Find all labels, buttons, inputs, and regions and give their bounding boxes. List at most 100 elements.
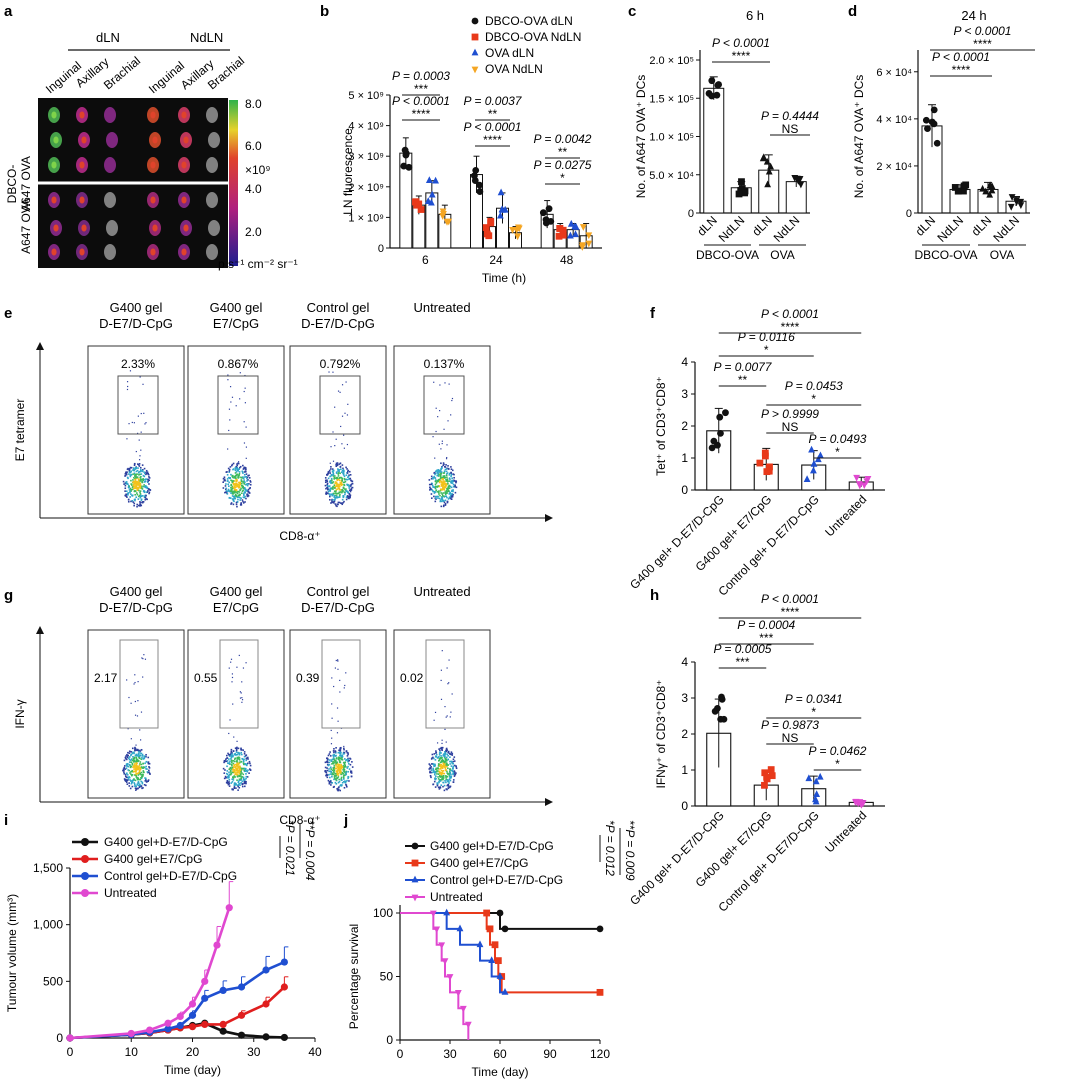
censor-marker <box>596 925 604 933</box>
flow-event-sparse <box>341 415 344 417</box>
flow-event <box>450 773 452 776</box>
flow-event-sparse <box>432 436 434 438</box>
flow-event <box>236 753 239 756</box>
flow-event <box>331 493 334 496</box>
y-axis-label: LN fluorescence <box>341 128 355 215</box>
flow-event <box>149 489 152 491</box>
flow-event <box>346 758 349 761</box>
y-tick-label: 4 × 10⁹ <box>348 121 384 133</box>
flow-event <box>125 481 127 484</box>
group-label: DBCO-OVA <box>696 248 759 262</box>
flow-event <box>133 469 135 471</box>
sig-3-4-stars: NS <box>782 420 799 434</box>
data-point <box>567 231 574 239</box>
flow-event <box>340 758 343 761</box>
flow-event <box>433 763 435 766</box>
flow-event <box>143 467 146 470</box>
flow-event <box>437 776 439 778</box>
flow-event <box>140 776 142 779</box>
flow-event <box>245 767 247 770</box>
flow-event <box>428 763 431 765</box>
flow-event <box>337 770 339 772</box>
flow-event <box>234 776 236 778</box>
flow-event <box>435 771 438 773</box>
flow-event <box>332 475 335 477</box>
panel-label-f: f <box>650 305 656 322</box>
flow-event <box>140 498 143 501</box>
flow-event <box>334 503 337 505</box>
flow-event <box>332 756 335 758</box>
flow-event <box>135 483 138 486</box>
flow-event-sparse <box>328 371 330 373</box>
flow-event-sparse <box>243 442 246 444</box>
data-point <box>556 225 564 232</box>
flow-event <box>326 761 329 764</box>
flow-event <box>338 495 341 497</box>
bar <box>703 87 725 214</box>
flow-event <box>443 476 445 479</box>
flow-event <box>136 760 139 763</box>
flow-event <box>237 747 240 750</box>
flow-event <box>445 483 448 485</box>
flow-event-sparse <box>239 697 242 699</box>
flow-event <box>141 464 144 466</box>
flow-event <box>233 775 235 777</box>
flow-event <box>455 765 457 767</box>
flow-event <box>330 784 332 786</box>
flow-event <box>326 484 329 486</box>
flow-event <box>135 766 138 769</box>
flow-event-sparse <box>440 679 442 682</box>
flow-event-sparse <box>337 659 339 661</box>
flow-event <box>338 756 341 759</box>
flow-event <box>343 770 345 773</box>
y-axis-label: Tet⁺ of CD3⁺CD8⁺ <box>654 376 668 476</box>
flow-event <box>334 498 336 500</box>
flow-event <box>430 776 432 779</box>
flow-event <box>249 762 251 765</box>
flow-event <box>141 501 144 504</box>
flow-event-sparse <box>230 401 232 403</box>
censor-marker <box>496 972 504 979</box>
flow-event <box>245 780 247 783</box>
flow-event <box>137 767 140 769</box>
flow-event <box>334 767 337 770</box>
flow-event-sparse <box>138 459 141 461</box>
flow-event <box>130 466 133 469</box>
data-point <box>741 189 749 197</box>
flow-event <box>348 759 351 762</box>
flow-event <box>346 755 349 757</box>
flow-event <box>131 759 134 762</box>
flow-event <box>438 757 441 760</box>
flow-event <box>136 492 138 494</box>
flow-event <box>439 749 441 752</box>
flow-event <box>347 770 349 773</box>
flow-event <box>136 481 139 483</box>
censor-marker <box>496 909 504 917</box>
flow-event <box>243 479 245 481</box>
flow-event <box>234 494 237 497</box>
flow-event <box>342 481 345 484</box>
flow-title-1: G400 gel <box>210 300 263 315</box>
flow-event <box>223 759 226 762</box>
flow-event-sparse <box>142 383 144 385</box>
flow-event <box>442 481 444 484</box>
flow-event <box>440 471 443 473</box>
flow-event <box>148 766 150 768</box>
flow-title-1: G400 gel <box>110 300 163 315</box>
scale-tick-2: 2.0 <box>245 225 262 239</box>
flow-event <box>433 490 436 493</box>
flow-event <box>139 487 142 489</box>
flow-event <box>243 753 246 755</box>
flow-event <box>233 485 236 488</box>
flow-event <box>230 761 233 764</box>
flow-event <box>342 486 345 489</box>
flow-event <box>243 755 246 758</box>
flow-event <box>232 762 235 765</box>
y-tick-label: 4 <box>681 655 688 669</box>
flow-event <box>233 764 235 766</box>
flow-event <box>138 749 140 752</box>
flow-event <box>236 779 238 781</box>
flow-event <box>224 775 227 778</box>
data-point <box>585 232 593 240</box>
flow-event <box>237 758 240 760</box>
